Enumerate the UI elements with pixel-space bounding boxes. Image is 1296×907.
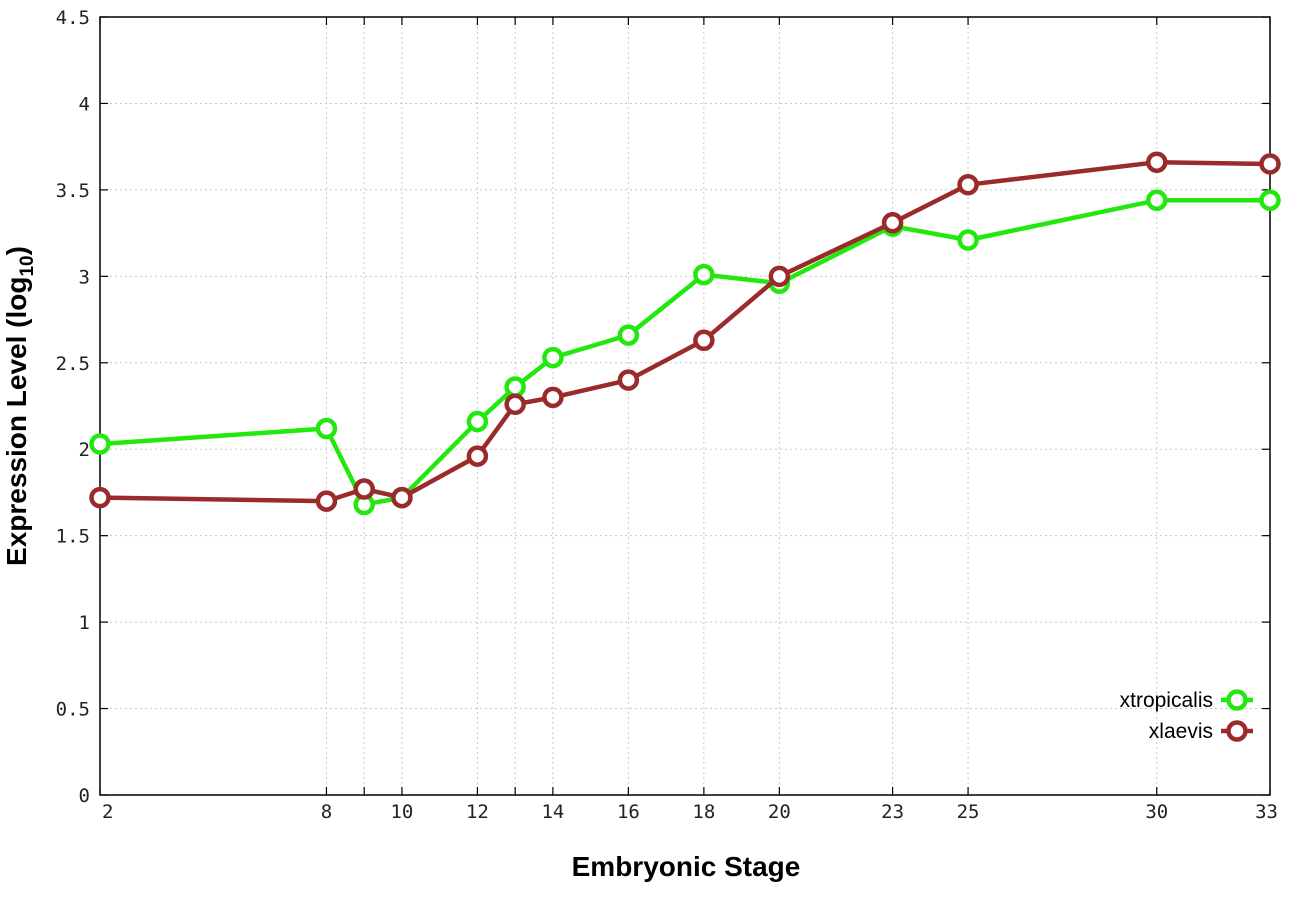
y-tick-label: 0.5: [56, 699, 90, 721]
legend-label: xlaevis: [1149, 720, 1213, 743]
data-point: [1259, 153, 1281, 175]
data-point: [693, 263, 715, 286]
data-point: [1259, 189, 1281, 212]
y-tick-label: 4: [79, 93, 90, 115]
y-tick-label: 4.5: [56, 7, 90, 29]
x-tick-label: 30: [1145, 801, 1168, 823]
legend-swatch-marker: [1226, 720, 1248, 742]
y-tick-label: 2: [79, 439, 90, 461]
y-tick-label: 1.5: [56, 526, 90, 548]
y-tick-label: 1: [79, 612, 90, 634]
data-point: [315, 490, 338, 512]
axis-ticks: 0 0.5 1 1.5 2 2.5 3 3.5 4 4.5 2 8 10 12 14 16 18 20 23 25 30…: [56, 7, 1278, 823]
y-tick-label: 2.5: [56, 353, 90, 375]
x-tick-label: 16: [617, 801, 640, 823]
data-point: [542, 386, 564, 409]
x-tick-label: 2: [102, 801, 113, 823]
data-point: [1146, 151, 1168, 173]
data-point: [504, 393, 526, 416]
data-series: [89, 151, 1281, 516]
x-tick-label: 10: [390, 801, 413, 823]
legend: xtropicalis xlaevis: [1120, 689, 1253, 743]
y-axis-title-main: Expression Level (log: [1, 277, 32, 566]
data-point: [353, 478, 375, 500]
data-point: [617, 324, 640, 346]
y-axis-title-subscript: 10: [17, 255, 38, 276]
data-point: [315, 417, 338, 440]
data-point: [391, 486, 413, 509]
y-tick-label: 0: [79, 785, 90, 807]
data-point: [693, 329, 715, 352]
legend-label: xtropicalis: [1120, 689, 1213, 712]
data-point: [89, 486, 111, 509]
x-tick-label: 20: [768, 801, 791, 823]
data-point: [504, 376, 526, 398]
data-point: [957, 173, 979, 196]
y-tick-label: 3.5: [56, 180, 90, 202]
y-axis-title: Expression Level (log10): [1, 246, 38, 566]
x-tick-label: 12: [466, 801, 489, 823]
y-tick-label: 3: [79, 266, 90, 288]
y-axis-title-close: ): [1, 246, 32, 255]
series-xlaevis: [89, 151, 1281, 512]
data-point: [768, 265, 791, 288]
legend-item-xlaevis: xlaevis: [1149, 720, 1253, 743]
data-point: [881, 211, 904, 234]
plot-frame: [99, 16, 1271, 796]
x-tick-label: 25: [957, 801, 980, 823]
data-point: [617, 369, 640, 391]
data-point: [466, 410, 489, 433]
x-tick-label: 18: [692, 801, 715, 823]
x-tick-label: 14: [541, 801, 564, 823]
data-point: [542, 346, 564, 369]
x-tick-label: 23: [881, 801, 904, 823]
data-point: [1146, 189, 1168, 212]
legend-swatch-marker: [1226, 689, 1248, 711]
x-axis-title: Embryonic Stage: [572, 851, 801, 882]
legend-item-xtropicalis: xtropicalis: [1120, 689, 1253, 712]
x-tick-label: 8: [321, 801, 332, 823]
data-point: [466, 445, 489, 467]
data-point: [89, 433, 111, 455]
data-point: [957, 229, 979, 251]
x-tick-label: 33: [1255, 801, 1278, 823]
grid-lines: [100, 17, 1270, 795]
